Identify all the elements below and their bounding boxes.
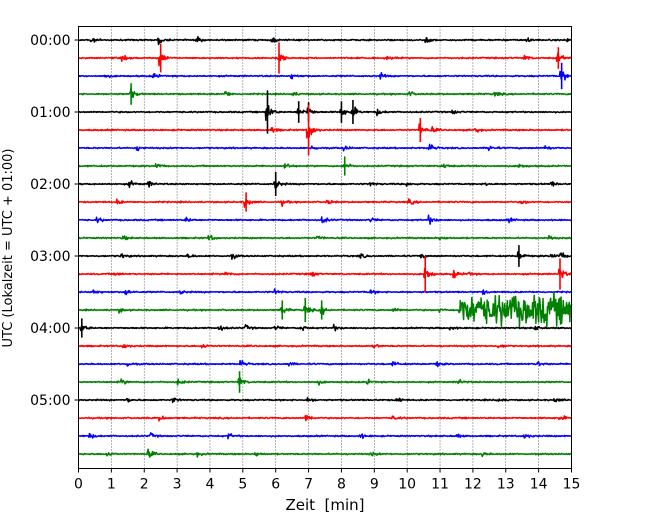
x-tick-label: 3: [173, 477, 182, 493]
trace-0500-line: [77, 396, 572, 404]
trace-0100-line: [78, 105, 572, 121]
trace-0015-line: [78, 52, 573, 67]
x-tick-label: 8: [337, 477, 346, 493]
x-tick-label: 0: [74, 477, 83, 493]
trace-0145-line: [77, 163, 573, 169]
trace-0230-line: [78, 214, 573, 225]
x-axis-label: Zeit [min]: [285, 496, 364, 514]
x-tick-label: 13: [497, 477, 515, 493]
trace-0415-line: [78, 343, 573, 349]
y-tick-label: 01:00: [30, 105, 70, 121]
x-tick-label: 5: [238, 477, 247, 493]
trace-0400-line: [77, 323, 573, 332]
trace-0245-line: [77, 234, 572, 241]
trace-0530-line: [78, 432, 573, 440]
trace-0200-line: [78, 180, 572, 189]
trace-0030-line: [78, 70, 573, 81]
x-grid: [111, 26, 539, 469]
x-axis: 0 1 2 3 4 5 6 7 8 9 10 11 12 13 14 15: [74, 468, 581, 493]
trace-0545-line: [78, 448, 572, 458]
x-tick-label: 7: [304, 477, 313, 493]
x-tick-label: 15: [563, 477, 581, 493]
x-tick-label: 4: [206, 477, 215, 493]
trace-0215-line: [77, 198, 572, 208]
y-axis: 00:00 01:00 02:00 03:00 04:00 05:00: [30, 33, 79, 409]
seismic-traces: [77, 35, 573, 458]
x-tick-label: 10: [398, 477, 416, 493]
trace-0300-line: [78, 251, 572, 260]
x-tick-label: 14: [530, 477, 548, 493]
trace-0515-line: [78, 414, 572, 422]
x-tick-label: 11: [431, 477, 449, 493]
x-tick-label: 12: [464, 477, 482, 493]
y-tick-label: 00:00: [30, 33, 70, 49]
y-axis-label: UTC (Lokalzeit = UTC + 01:00): [1, 149, 16, 348]
trace-0445-line: [78, 377, 572, 386]
trace-0045-line: [78, 87, 572, 99]
y-tick-label: 05:00: [30, 393, 70, 409]
trace-0330-line: [77, 288, 572, 296]
trace-0315-line: [78, 267, 572, 279]
x-tick-label: 2: [140, 477, 149, 493]
x-tick-label: 9: [370, 477, 379, 493]
trace-0430-line: [78, 359, 572, 368]
trace-0345-line: [78, 291, 573, 329]
trace-0115-line: [78, 123, 573, 139]
plot-frame: [78, 26, 572, 469]
x-tick-label: 1: [107, 477, 116, 493]
x-tick-label: 6: [271, 477, 280, 493]
y-tick-label: 04:00: [30, 321, 70, 337]
trace-0000-line: [78, 35, 573, 46]
y-tick-label: 02:00: [30, 177, 70, 193]
trace-0130-line: [78, 143, 573, 152]
y-tick-label: 03:00: [30, 249, 70, 265]
